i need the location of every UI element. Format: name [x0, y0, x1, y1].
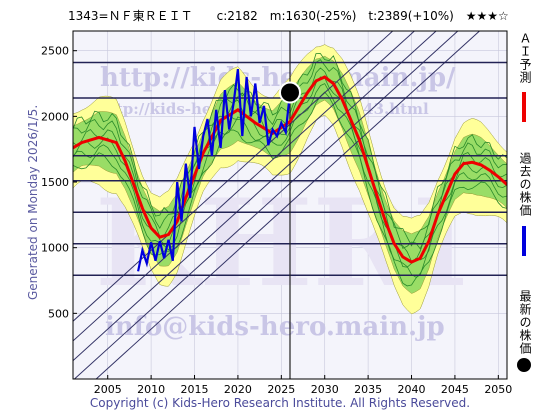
y-tick-label: 500	[48, 307, 69, 320]
copyright-footer: Copyright (c) Kids-Hero Research Institu…	[89, 396, 471, 410]
x-tick-label: 2015	[181, 383, 209, 396]
legend-latest-price-marker	[517, 358, 531, 372]
legend-past-price-swatch	[522, 226, 526, 256]
legend-ai-forecast-label: ＡＩ予測	[518, 32, 532, 84]
ai-forecast-line	[73, 75, 507, 264]
y-tick-label: 1000	[41, 242, 69, 255]
x-tick-label: 2030	[311, 383, 339, 396]
plot-border	[72, 30, 508, 380]
watermark-url: http://kids-hero.main.jp/	[100, 63, 456, 93]
x-tick-label: 2020	[224, 383, 252, 396]
y-tick-label: 2000	[41, 110, 69, 123]
x-tick-label: 2010	[137, 383, 165, 396]
watermark-email: info@kids-hero.main.jp	[105, 312, 445, 342]
past-price-line	[137, 68, 292, 272]
x-tick-label: 2050	[484, 383, 512, 396]
chart-header: 1343=ＮＦ東ＲＥＩＴ c:2182 m:1630(-25%) t:2389(…	[68, 9, 509, 23]
legend-ai-forecast-swatch	[522, 92, 526, 122]
legend-past-price-label: 過去の株価	[518, 152, 532, 217]
x-tick-label: 2040	[398, 383, 426, 396]
x-tick-label: 2045	[441, 383, 469, 396]
x-tick-label: 2025	[267, 383, 295, 396]
y-tick-label: 1500	[41, 176, 69, 189]
y-tick-label: 2500	[41, 45, 69, 58]
x-tick-label: 2005	[94, 383, 122, 396]
generated-date-label: Generated on Monday 2026/1/5.	[26, 104, 40, 300]
latest-price-marker	[279, 81, 301, 104]
legend-latest-price-label: 最新の株価	[518, 290, 532, 355]
x-tick-label: 2035	[354, 383, 382, 396]
